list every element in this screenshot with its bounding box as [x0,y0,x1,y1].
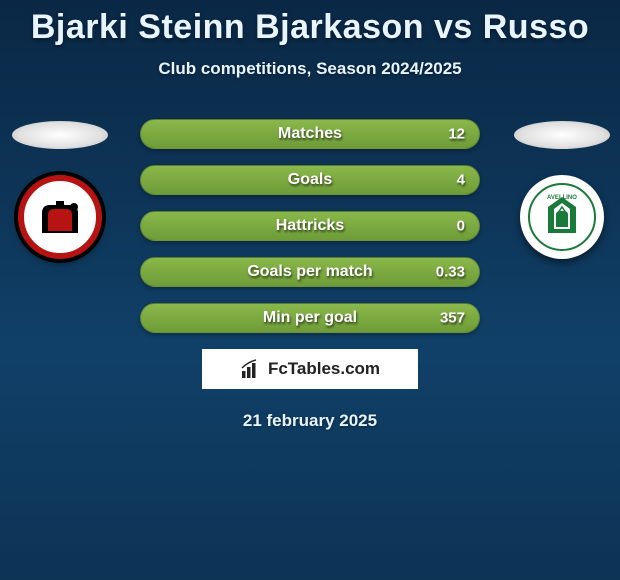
subtitle: Club competitions, Season 2024/2025 [0,59,620,79]
stat-label: Matches [278,125,342,143]
team-badge-right: AVELLINO [520,175,604,259]
team-badge-left [18,175,102,259]
brand-box: FcTables.com [202,349,418,389]
stats-list: Matches 12 Goals 4 Hattricks 0 Goals per… [140,111,480,333]
stat-value: 4 [457,172,465,189]
stat-row: Goals per match 0.33 [140,257,480,287]
avellino-crest-icon: AVELLINO [528,183,596,251]
foggia-crest-icon [36,193,84,241]
stat-value: 0 [457,218,465,235]
stat-row: Goals 4 [140,165,480,195]
stat-row: Min per goal 357 [140,303,480,333]
stat-label: Hattricks [276,217,344,235]
bar-chart-icon [240,358,262,380]
date-label: 21 february 2025 [0,411,620,431]
stat-value: 357 [440,310,465,327]
stat-row: Hattricks 0 [140,211,480,241]
stat-label: Min per goal [263,309,357,327]
brand-label: FcTables.com [268,359,380,379]
stat-label: Goals per match [247,263,372,281]
player-slot-left [12,121,108,149]
player-slot-right [514,121,610,149]
stat-value: 12 [448,126,465,143]
stat-row: Matches 12 [140,119,480,149]
page-title: Bjarki Steinn Bjarkason vs Russo [0,0,620,47]
comparison-content: AVELLINO Matches 12 Goals 4 Hattricks 0 … [0,111,620,431]
stat-value: 0.33 [436,264,465,281]
stat-label: Goals [288,171,332,189]
